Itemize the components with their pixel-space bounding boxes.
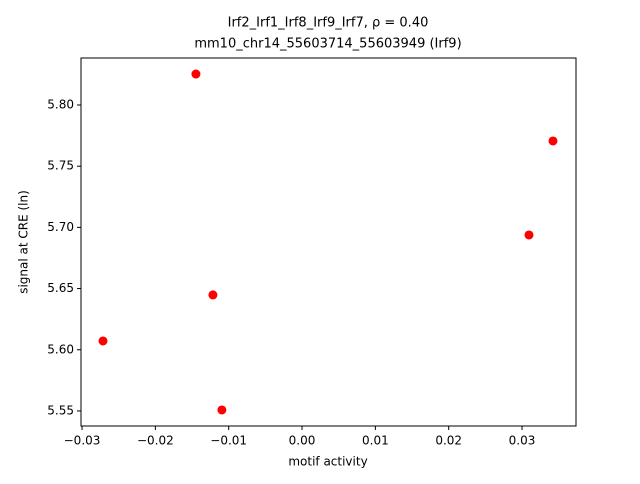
x-tick-label: −0.03 bbox=[64, 434, 101, 448]
plot-frame bbox=[80, 57, 577, 427]
x-tick-label: 0.00 bbox=[289, 434, 316, 448]
y-tick-label: 5.75 bbox=[47, 159, 74, 173]
chart-subtitle: mm10_chr14_55603714_55603949 (Irf9) bbox=[194, 37, 461, 52]
chart-title: Irf2_Irf1_Irf8_Irf9_Irf7, ρ = 0.40 bbox=[228, 16, 429, 31]
point bbox=[217, 405, 227, 415]
x-tick-label: −0.02 bbox=[137, 434, 174, 448]
y-tick-label: 5.70 bbox=[47, 220, 74, 234]
y-tick-label: 5.60 bbox=[47, 342, 74, 356]
point bbox=[98, 336, 108, 346]
point bbox=[208, 290, 218, 300]
x-tick-label: −0.01 bbox=[210, 434, 247, 448]
y-tick-label: 5.55 bbox=[47, 403, 74, 417]
y-tick-label: 5.80 bbox=[47, 97, 74, 111]
y-tick-label: 5.65 bbox=[47, 281, 74, 295]
x-tick-label: 0.03 bbox=[509, 434, 536, 448]
x-tick-label: 0.01 bbox=[362, 434, 389, 448]
y-axis-label: signal at CRE (ln) bbox=[17, 190, 31, 294]
x-tick-label: 0.02 bbox=[435, 434, 462, 448]
point bbox=[524, 230, 534, 240]
point bbox=[191, 69, 201, 79]
x-axis-label: motif activity bbox=[288, 455, 367, 469]
point bbox=[548, 136, 558, 146]
